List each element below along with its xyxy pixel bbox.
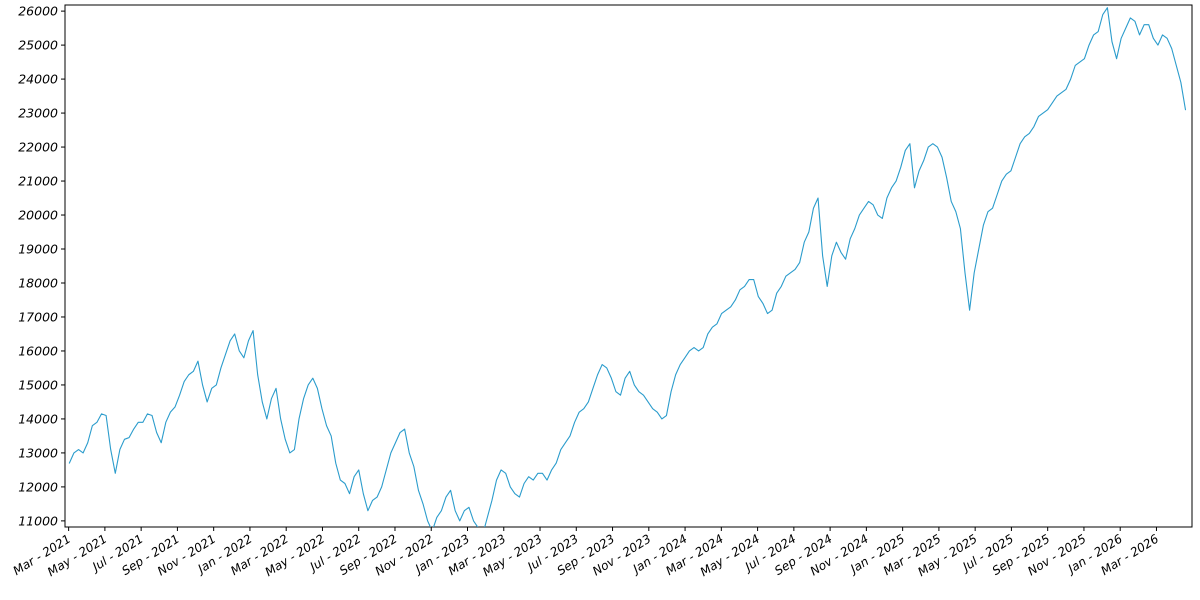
y-tick-label: 12000 <box>18 479 58 494</box>
y-tick-label: 25000 <box>18 38 58 53</box>
y-tick-label: 20000 <box>18 208 58 223</box>
y-tick-label: 14000 <box>18 411 58 426</box>
y-tick-label: 24000 <box>18 72 58 87</box>
y-tick-label: 21000 <box>18 174 58 189</box>
y-axis: 11000 12000 13000 14000 15000 16000 17000 18000… <box>18 4 65 528</box>
y-tick-label: 16000 <box>18 343 58 358</box>
y-tick-label: 18000 <box>18 275 58 290</box>
y-tick-label: 13000 <box>18 445 58 460</box>
y-tick-label: 11000 <box>18 513 58 528</box>
y-tick-label: 23000 <box>18 106 58 121</box>
axes-box <box>64 4 1193 528</box>
y-tick-label: 15000 <box>18 377 58 392</box>
y-tick-label: 17000 <box>18 309 58 324</box>
y-tick-label: 19000 <box>18 242 58 257</box>
y-tick-label: 22000 <box>18 140 58 155</box>
y-tick-label: 26000 <box>18 4 58 19</box>
series-line-index-value <box>68 7 1187 527</box>
